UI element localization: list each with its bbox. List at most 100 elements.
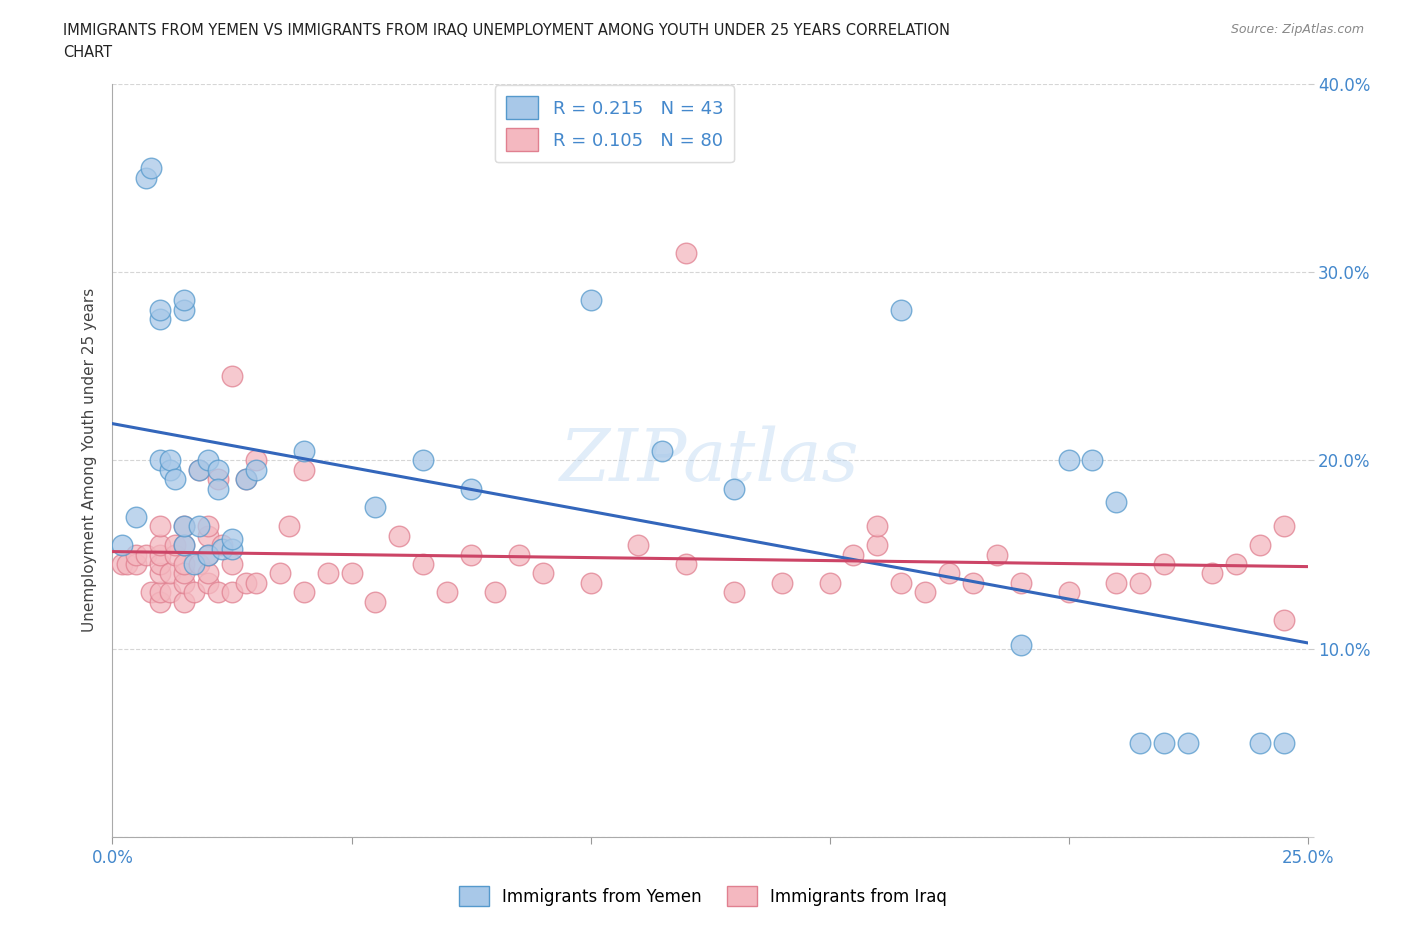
Point [627, 538, 650, 552]
Point [187, 519, 209, 534]
Point [163, 547, 186, 562]
Text: Source: ZipAtlas.com: Source: ZipAtlas.com [1230, 23, 1364, 36]
Point [197, 519, 219, 534]
Point [292, 585, 315, 600]
Point [890, 302, 912, 317]
Point [149, 585, 172, 600]
Point [211, 538, 233, 552]
Point [412, 453, 434, 468]
Point [986, 547, 1008, 562]
Point [207, 472, 229, 486]
Point [1057, 585, 1080, 600]
Point [125, 510, 148, 525]
Point [292, 462, 315, 477]
Point [1225, 556, 1247, 571]
Point [197, 528, 219, 543]
Point [221, 368, 243, 383]
Point [187, 462, 209, 477]
Point [245, 453, 267, 468]
Text: CHART: CHART [63, 45, 112, 60]
Point [173, 556, 195, 571]
Point [866, 519, 889, 534]
Y-axis label: Unemployment Among Youth under 25 years: Unemployment Among Youth under 25 years [82, 288, 97, 632]
Point [1057, 453, 1080, 468]
Point [1153, 736, 1175, 751]
Point [1010, 637, 1032, 652]
Point [938, 565, 960, 580]
Point [1105, 576, 1128, 591]
Point [723, 481, 745, 496]
Point [207, 481, 229, 496]
Text: IMMIGRANTS FROM YEMEN VS IMMIGRANTS FROM IRAQ UNEMPLOYMENT AMONG YOUTH UNDER 25 : IMMIGRANTS FROM YEMEN VS IMMIGRANTS FROM… [63, 23, 950, 38]
Point [159, 565, 181, 580]
Point [579, 576, 602, 591]
Point [159, 462, 181, 477]
Point [269, 565, 291, 580]
Point [187, 462, 209, 477]
Point [460, 547, 482, 562]
Point [412, 556, 434, 571]
Point [221, 556, 243, 571]
Point [1081, 453, 1104, 468]
Point [340, 565, 363, 580]
Point [675, 246, 697, 260]
Point [197, 547, 219, 562]
Point [364, 500, 387, 515]
Point [651, 444, 673, 458]
Point [207, 462, 229, 477]
Point [173, 594, 195, 609]
Point [388, 528, 411, 543]
Point [135, 547, 157, 562]
Point [1272, 519, 1295, 534]
Point [235, 576, 257, 591]
Point [159, 585, 181, 600]
Point [149, 302, 172, 317]
Point [1249, 538, 1271, 552]
Point [1010, 576, 1032, 591]
Point [115, 556, 138, 571]
Point [149, 538, 172, 552]
Point [531, 565, 554, 580]
Point [914, 585, 936, 600]
Point [139, 161, 162, 176]
Point [842, 547, 865, 562]
Point [221, 585, 243, 600]
Point [173, 576, 195, 591]
Point [579, 293, 602, 308]
Point [278, 519, 301, 534]
Point [1105, 495, 1128, 510]
Point [149, 519, 172, 534]
Point [1201, 565, 1223, 580]
Point [149, 565, 172, 580]
Text: ZIPatlas: ZIPatlas [560, 425, 860, 496]
Point [460, 481, 482, 496]
Point [1129, 576, 1152, 591]
Point [173, 538, 195, 552]
Point [235, 472, 257, 486]
Point [364, 594, 387, 609]
Point [125, 547, 148, 562]
Point [149, 594, 172, 609]
Point [211, 541, 233, 556]
Point [149, 547, 172, 562]
Point [173, 538, 195, 552]
Point [484, 585, 506, 600]
Point [508, 547, 530, 562]
Point [135, 170, 157, 185]
Point [1153, 556, 1175, 571]
Point [111, 556, 134, 571]
Point [111, 538, 134, 552]
Point [1272, 736, 1295, 751]
Legend: R = 0.215   N = 43, R = 0.105   N = 80: R = 0.215 N = 43, R = 0.105 N = 80 [495, 86, 734, 163]
Point [890, 576, 912, 591]
Point [173, 519, 195, 534]
Point [149, 453, 172, 468]
Point [183, 556, 205, 571]
Point [207, 585, 229, 600]
Point [1249, 736, 1271, 751]
Point [139, 585, 162, 600]
Point [962, 576, 984, 591]
Legend: Immigrants from Yemen, Immigrants from Iraq: Immigrants from Yemen, Immigrants from I… [453, 880, 953, 912]
Point [173, 293, 195, 308]
Point [197, 547, 219, 562]
